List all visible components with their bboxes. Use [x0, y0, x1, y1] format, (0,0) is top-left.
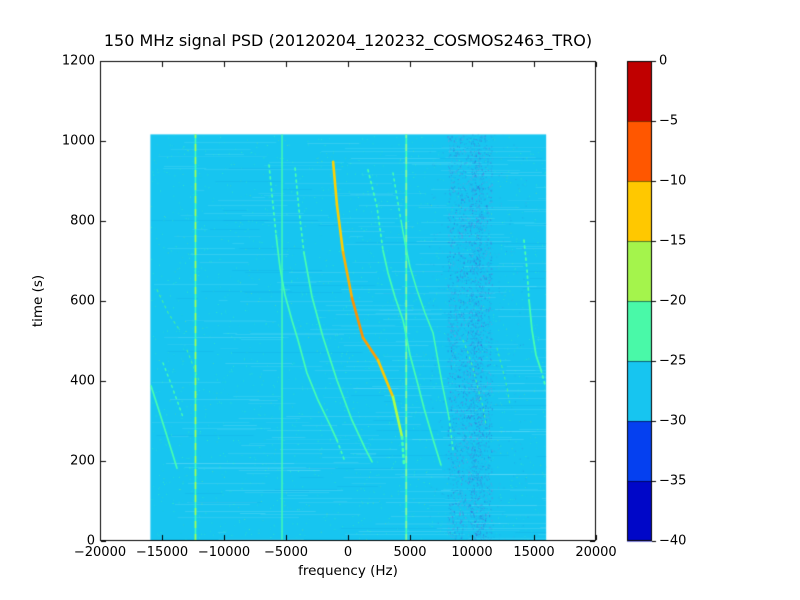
colorbar-tick-label: 0 [659, 53, 668, 69]
y-tick-label: 0 [86, 533, 95, 549]
y-tick-label: 1000 [61, 133, 95, 149]
x-tick-label: 20000 [575, 545, 617, 560]
x-tick-label: 5000 [393, 545, 427, 560]
x-tick-label: 15000 [513, 545, 555, 560]
colorbar-tick-label: −25 [659, 353, 687, 369]
y-tick-label: 400 [70, 373, 95, 389]
colorbar-tick-label: −40 [659, 533, 687, 549]
y-tick-label: 800 [70, 213, 95, 229]
colorbar-tick-label: −20 [659, 293, 687, 309]
colorbar-tick-label: −30 [659, 413, 687, 429]
x-tick-label: −10000 [197, 545, 251, 560]
x-tick-label: −20000 [73, 545, 127, 560]
y-tick-label: 1200 [61, 53, 95, 69]
colorbar-tick-label: −10 [659, 173, 687, 189]
colorbar-tick-label: −15 [659, 233, 687, 249]
y-tick-label: 200 [70, 453, 95, 469]
y-axis-label: time (s) [30, 274, 46, 328]
colorbar-tick-label: −5 [659, 113, 679, 129]
x-tick-label: 10000 [451, 545, 493, 560]
colorbar-tick-label: −35 [659, 473, 687, 489]
x-tick-label: −15000 [135, 545, 189, 560]
x-axis-label: frequency (Hz) [298, 563, 398, 579]
chart-title: 150 MHz signal PSD (20120204_120232_COSM… [103, 31, 593, 50]
x-tick-label: 0 [343, 545, 353, 560]
y-tick-label: 600 [70, 293, 95, 309]
x-tick-label: −5000 [264, 545, 308, 560]
